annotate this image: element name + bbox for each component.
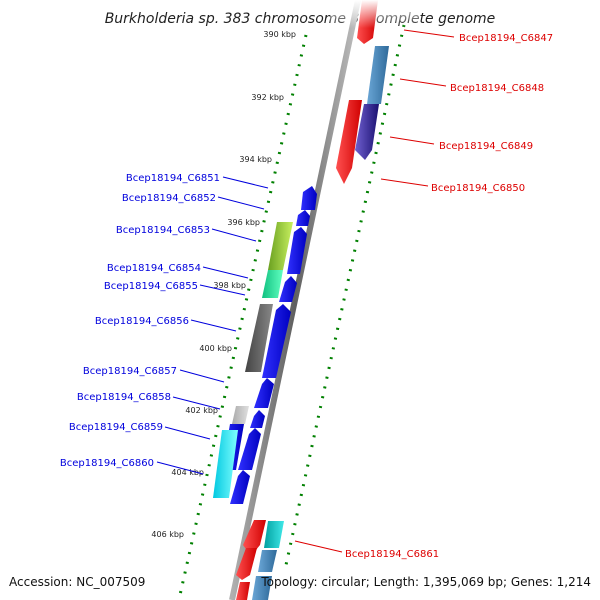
forward-strand-genes bbox=[230, 186, 317, 504]
accession-text: Accession: NC_007509 bbox=[9, 575, 145, 589]
tick-label: 398 kbp bbox=[213, 281, 246, 290]
tick-label: 394 kbp bbox=[239, 155, 272, 164]
gene-C6850[interactable] bbox=[336, 100, 362, 184]
map-title: Burkholderia sp. 383 chromosome 3, compl… bbox=[105, 11, 496, 27]
tick-label: 390 kbp bbox=[263, 30, 296, 39]
tick-label: 404 kbp bbox=[171, 468, 204, 477]
gene-label[interactable]: Bcep18194_C6861 bbox=[345, 549, 439, 560]
reverse-strand-genes bbox=[236, 0, 389, 600]
gene-C6860[interactable] bbox=[213, 430, 238, 498]
gene-label[interactable]: Bcep18194_C6851 bbox=[126, 173, 220, 184]
gene-label[interactable]: Bcep18194_C6847 bbox=[459, 33, 553, 44]
tick-ring-right bbox=[284, 24, 406, 566]
gene-red[interactable] bbox=[236, 548, 257, 580]
gene-C6848[interactable] bbox=[367, 46, 389, 104]
gene-C6849[interactable] bbox=[355, 104, 379, 160]
gene-label[interactable]: Bcep18194_C6858 bbox=[77, 392, 171, 403]
tick-labels: 390 kbp 392 kbp 394 kbp 396 kbp 398 kbp … bbox=[151, 30, 296, 539]
gene-C6858[interactable] bbox=[232, 406, 249, 424]
tick-label: 402 kbp bbox=[185, 406, 218, 415]
top-fade bbox=[330, 0, 420, 28]
gene-steel[interactable] bbox=[252, 576, 272, 600]
tick-label: 400 kbp bbox=[199, 344, 232, 353]
tick-label: 406 kbp bbox=[151, 530, 184, 539]
gene-C6853[interactable] bbox=[268, 222, 293, 270]
gene-label[interactable]: Bcep18194_C6859 bbox=[69, 422, 163, 433]
forward-leader-lines bbox=[156, 176, 269, 475]
gene-blue[interactable] bbox=[230, 470, 250, 504]
gene-C6852[interactable] bbox=[296, 210, 310, 226]
feature-genes bbox=[213, 222, 293, 498]
gene-C6857[interactable] bbox=[262, 304, 291, 378]
gene-teal[interactable] bbox=[264, 521, 284, 548]
gene-label[interactable]: Bcep18194_C6853 bbox=[116, 225, 210, 236]
topology-summary: Topology: circular; Length: 1,395,069 bp… bbox=[260, 575, 591, 589]
gene-C6853-fwd[interactable] bbox=[287, 227, 307, 274]
gene-label[interactable]: Bcep18194_C6856 bbox=[95, 316, 189, 327]
gene-C6855[interactable] bbox=[279, 276, 297, 302]
tick-label: 392 kbp bbox=[251, 93, 284, 102]
gene-label[interactable]: Bcep18194_C6849 bbox=[439, 141, 533, 152]
gene-label[interactable]: Bcep18194_C6848 bbox=[450, 83, 544, 94]
chromosome-backbone bbox=[229, 0, 361, 600]
gene-C6859[interactable] bbox=[250, 410, 265, 428]
reverse-gene-labels: Bcep18194_C6847 Bcep18194_C6848 Bcep1819… bbox=[345, 33, 553, 560]
gene-label[interactable]: Bcep18194_C6855 bbox=[104, 281, 198, 292]
forward-gene-labels: Bcep18194_C6851 Bcep18194_C6852 Bcep1819… bbox=[60, 173, 220, 469]
gene-C6851[interactable] bbox=[301, 186, 317, 210]
tick-label: 396 kbp bbox=[227, 218, 260, 227]
gene-C6856[interactable] bbox=[245, 304, 273, 372]
reverse-leader-lines bbox=[294, 29, 455, 553]
gene-C6861[interactable] bbox=[243, 520, 266, 556]
gene-label[interactable]: Bcep18194_C6857 bbox=[83, 366, 177, 377]
gene-label[interactable]: Bcep18194_C6850 bbox=[431, 183, 525, 194]
gene-label[interactable]: Bcep18194_C6854 bbox=[107, 263, 201, 274]
gene-label[interactable]: Bcep18194_C6860 bbox=[60, 458, 154, 469]
gene-red[interactable] bbox=[236, 582, 250, 600]
gene-C6858-fwd[interactable] bbox=[254, 378, 274, 408]
gene-C6860-fwd[interactable] bbox=[238, 428, 261, 470]
gene-label[interactable]: Bcep18194_C6852 bbox=[122, 193, 216, 204]
gene-steel[interactable] bbox=[258, 550, 277, 572]
gene-C6854[interactable] bbox=[262, 270, 283, 298]
